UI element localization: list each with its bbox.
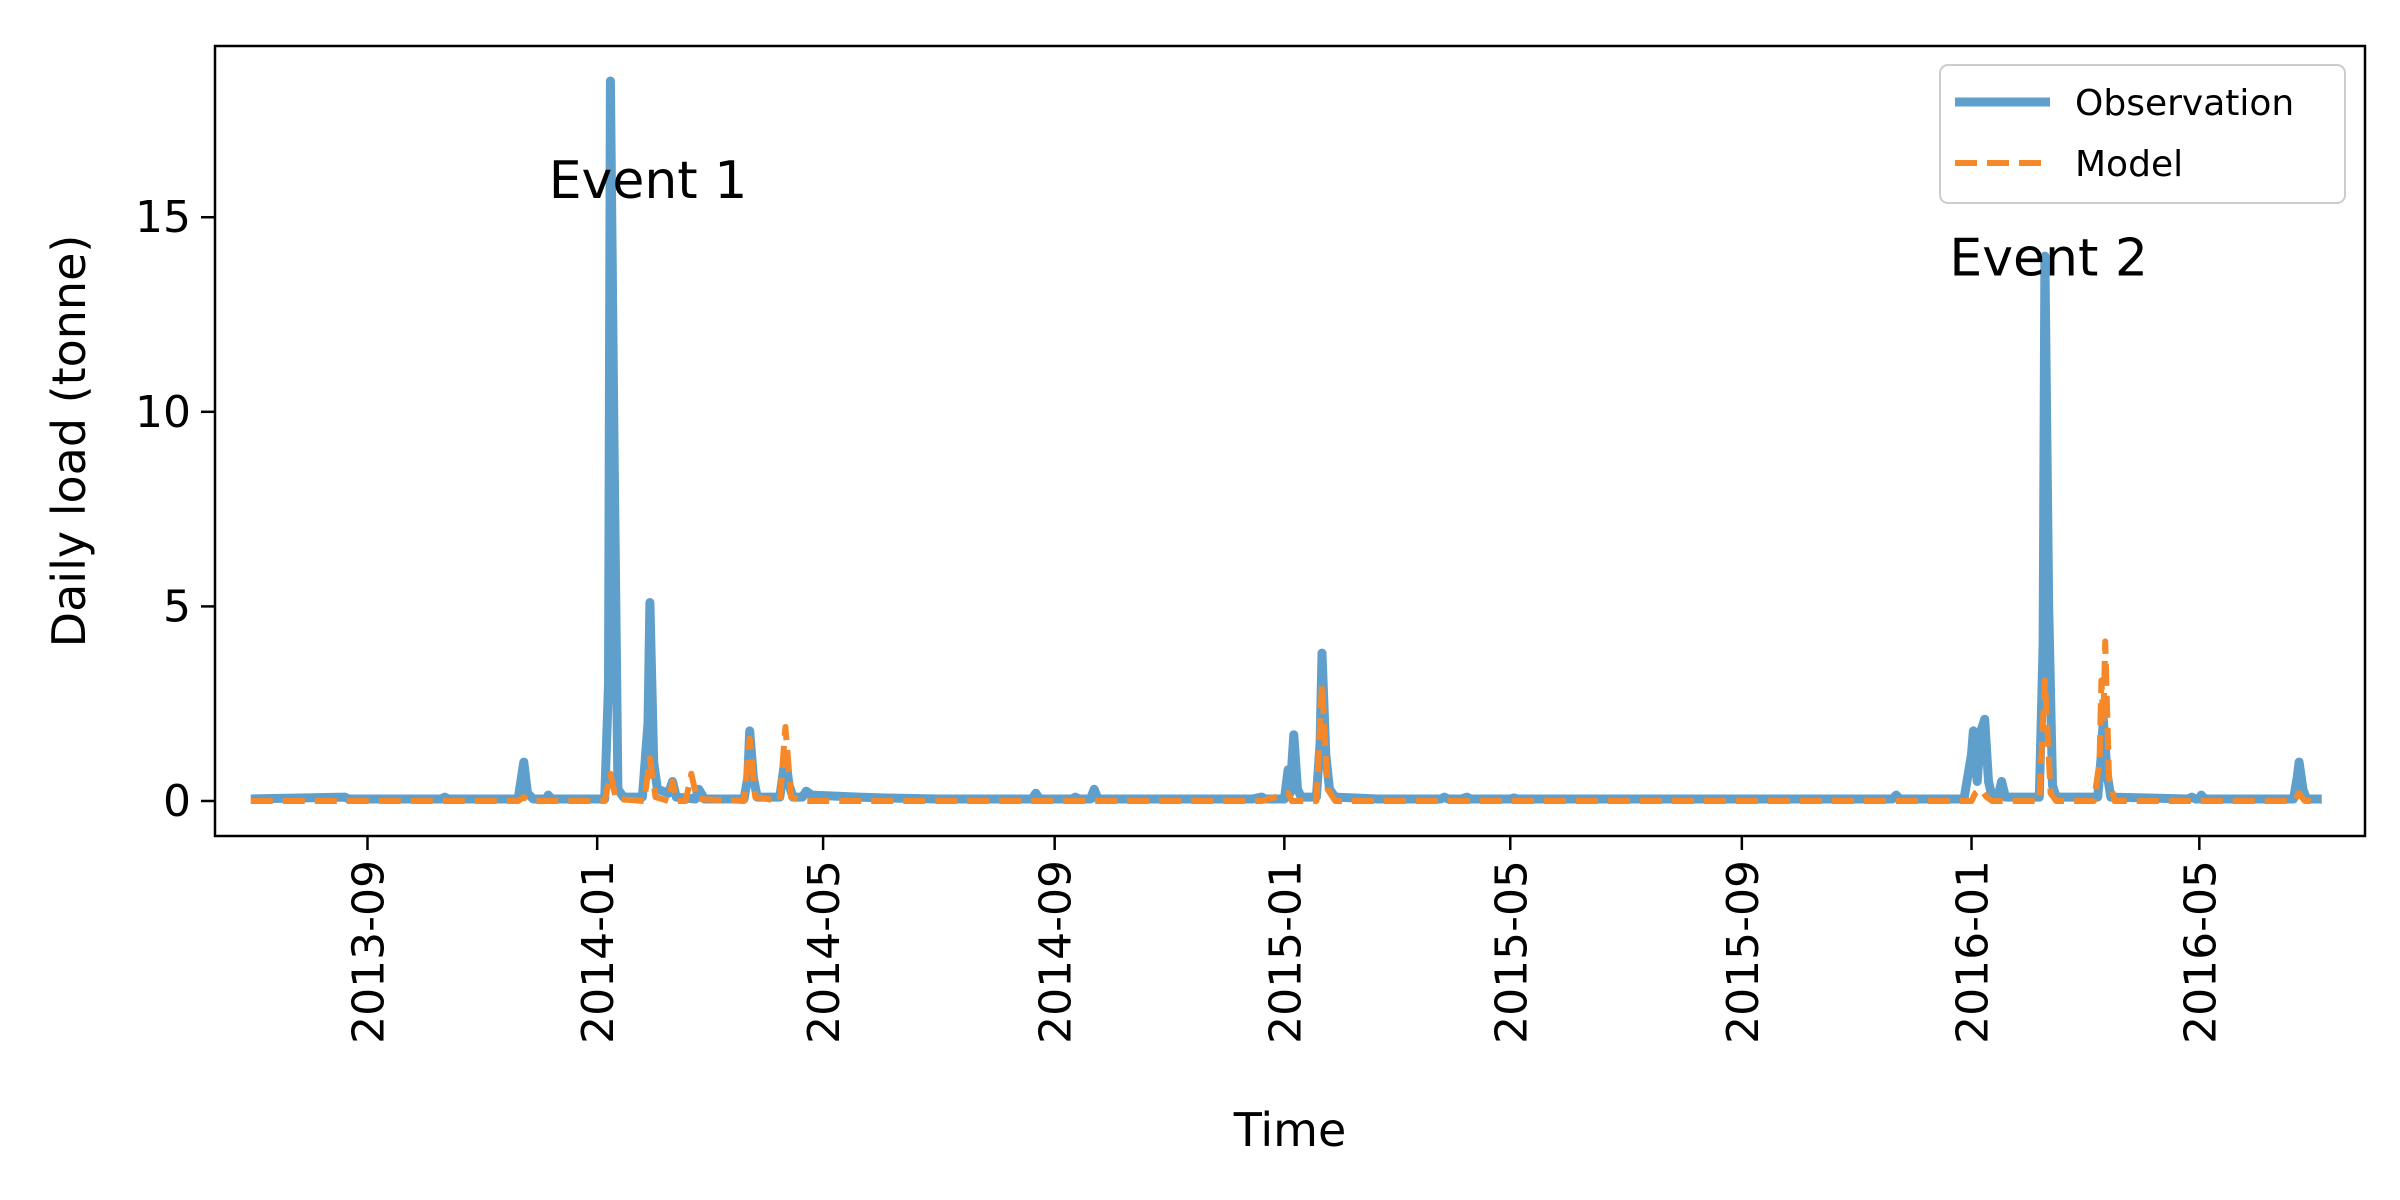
- legend-label-observation: Observation: [2075, 83, 2294, 124]
- x-tick-label: 2015-01: [1260, 860, 1311, 1044]
- x-tick-label: 2014-01: [573, 860, 624, 1044]
- x-tick-label: 2015-05: [1486, 860, 1537, 1044]
- legend: Observation Model: [1939, 64, 2346, 204]
- x-tick-label: 2015-09: [1718, 860, 1769, 1044]
- y-tick-label: 10: [135, 387, 191, 438]
- x-axis-label: Time: [1233, 1103, 1347, 1157]
- x-tick-label: 2014-09: [1031, 860, 1082, 1044]
- annotations: Event 1 Event 2: [549, 151, 2148, 289]
- annotation-event-2: Event 2: [1949, 229, 2148, 289]
- y-axis: 0 5 10 15: [135, 192, 215, 827]
- y-axis-label: Daily load (tonne): [42, 235, 96, 648]
- x-axis: 2013-09 2014-01 2014-05 2014-09 2015-01 2015-…: [344, 836, 2226, 1044]
- y-tick-label: 0: [163, 776, 191, 827]
- y-tick-label: 5: [163, 581, 191, 632]
- x-tick-label: 2016-05: [2175, 860, 2226, 1044]
- series-line-model: [250, 638, 2322, 804]
- x-tick-label: 2016-01: [1948, 860, 1999, 1044]
- x-tick-label: 2013-09: [344, 860, 395, 1044]
- x-tick-label: 2014-05: [799, 860, 850, 1044]
- series-layer: [250, 76, 2322, 804]
- legend-label-model: Model: [2075, 144, 2183, 185]
- plot-frame: [213, 44, 2367, 838]
- annotation-event-1: Event 1: [549, 151, 748, 211]
- y-tick-label: 15: [135, 192, 191, 243]
